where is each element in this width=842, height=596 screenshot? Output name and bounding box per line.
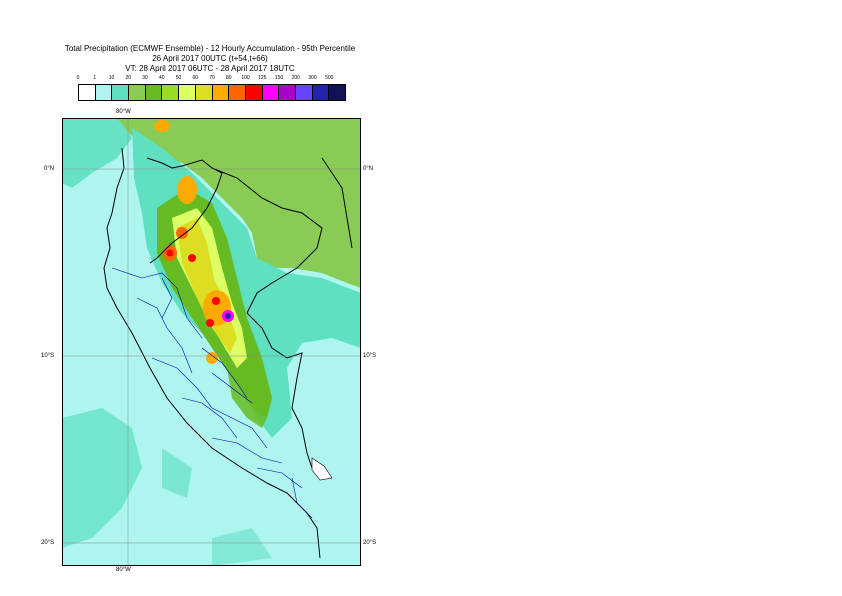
legend-swatch [279, 85, 296, 100]
legend-swatch [212, 85, 230, 100]
legend-swatch [145, 85, 163, 100]
legend-swatch [245, 85, 263, 100]
legend-threshold-label: 100 [241, 75, 250, 81]
legend-threshold-label: 50 [175, 75, 182, 81]
legend-swatch [295, 85, 313, 100]
precipitation-map [62, 118, 361, 566]
lat-label-left-10: 10°S [41, 353, 55, 359]
legend-swatch [312, 85, 330, 100]
legend-threshold-label: 10 [108, 75, 115, 81]
lon-label-top: 80°W [116, 109, 131, 115]
legend-threshold-label: 200 [291, 75, 300, 81]
legend-swatch [179, 85, 196, 100]
legend-threshold-label: 150 [274, 75, 284, 81]
chart-title: Total Precipitation (ECMWF Ensemble) - 1… [64, 44, 356, 53]
lat-label-right-10: 10°S [363, 353, 377, 359]
lat-label-left-20: 20°S [41, 540, 55, 546]
land-green-area [117, 118, 361, 288]
legend-threshold-label: 1 [93, 75, 97, 81]
legend-labels: 0 1 10 20 30 40 50 60 70 80 100 125 150 200 300 500 [68, 75, 358, 84]
legend-threshold-label: 500 [325, 75, 334, 81]
legend-swatch [229, 85, 246, 100]
legend-threshold-label: 80 [225, 75, 232, 81]
lake-titicaca [311, 457, 333, 481]
legend-swatch [262, 85, 280, 100]
color-legend [78, 84, 346, 101]
legend-swatch [79, 85, 96, 100]
valid-time: VT: 28 April 2017 06UTC - 28 April 2017 … [125, 64, 295, 73]
department-boundaries [111, 267, 313, 519]
lat-label-right-20: 20°S [363, 540, 377, 546]
legend-swatch [129, 85, 146, 100]
legend-threshold-label: 30 [142, 75, 148, 81]
legend-threshold-label: 70 [209, 75, 215, 81]
legend-swatch [112, 85, 130, 100]
legend-threshold-label: 40 [158, 75, 165, 81]
legend-swatch [195, 85, 213, 100]
legend-threshold-label: 125 [258, 75, 267, 81]
legend-threshold-label: 20 [125, 75, 132, 81]
legend-swatch [162, 85, 180, 100]
legend-swatch [329, 85, 345, 100]
legend-threshold-label: 60 [192, 75, 199, 81]
lon-label-bottom: 80°W [116, 567, 131, 573]
legend-swatch [95, 85, 113, 100]
heavy-precip-spots [154, 120, 234, 364]
legend-threshold-label: 300 [308, 75, 317, 81]
legend-threshold-label: 0 [76, 75, 80, 81]
base-time: 26 April 2017 00UTC (t+54,t+66) [152, 54, 268, 63]
graticule [62, 118, 361, 566]
country-boundaries [103, 147, 353, 559]
lat-label-right-0: 0°N [363, 166, 374, 172]
lat-label-left-0: 0°N [44, 166, 55, 172]
ocean-precip-patches [62, 118, 272, 566]
